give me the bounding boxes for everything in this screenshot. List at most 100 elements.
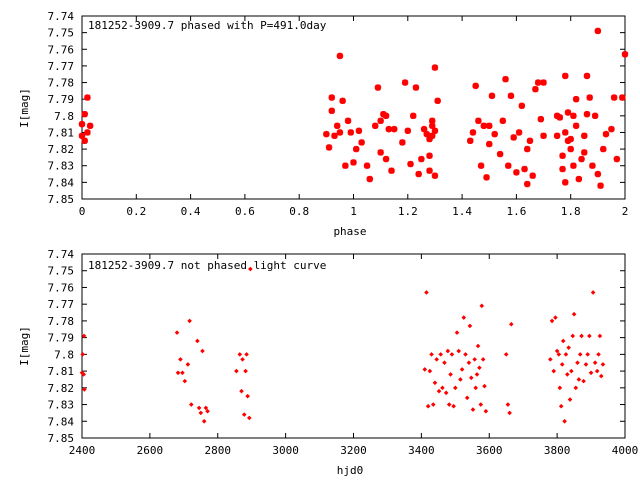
- phased-axis-ticks: 0 0.2 0.4 0.6 0.8 1 1.2 1.4 1.6 1.8 2 7.74 7.75 7.76 7…: [48, 10, 629, 218]
- y-tick-label: 7.78: [48, 315, 75, 328]
- x-tick-label: 1: [350, 205, 357, 218]
- x-tick-label: 0: [79, 205, 86, 218]
- data-point: [482, 383, 487, 389]
- data-point: [429, 132, 436, 139]
- data-point: [475, 343, 481, 349]
- data-point: [583, 72, 591, 80]
- y-tick-label: 7.82: [48, 382, 75, 395]
- data-point: [540, 79, 547, 86]
- data-point: [573, 385, 579, 391]
- data-point: [377, 149, 384, 156]
- data-point: [597, 182, 604, 189]
- data-point: [475, 117, 482, 125]
- data-point: [78, 120, 86, 128]
- data-point: [598, 373, 604, 379]
- data-point: [442, 360, 447, 366]
- data-point: [243, 368, 248, 374]
- data-point: [579, 333, 584, 339]
- data-point: [621, 51, 629, 58]
- data-point: [445, 348, 451, 354]
- data-point: [570, 333, 576, 339]
- data-point: [466, 360, 472, 366]
- data-point: [572, 95, 580, 103]
- data-point: [578, 155, 585, 163]
- data-point: [594, 170, 602, 178]
- data-point: [336, 129, 344, 136]
- data-point: [407, 160, 414, 168]
- data-point: [200, 348, 205, 354]
- data-point: [534, 79, 542, 86]
- data-point: [619, 94, 626, 101]
- data-point: [581, 378, 586, 384]
- data-point: [590, 290, 596, 295]
- data-point: [505, 162, 512, 169]
- data-point: [570, 112, 577, 120]
- y-tick-label: 7.83: [48, 160, 75, 173]
- data-point: [182, 378, 188, 384]
- data-point: [185, 362, 191, 367]
- data-point: [82, 387, 87, 392]
- data-point: [567, 135, 574, 143]
- data-point: [556, 352, 562, 357]
- x-tick-label: 3800: [544, 444, 571, 457]
- unphased-plot-title: 181252-3909.7 not phased light curve: [88, 259, 326, 272]
- unphased-data-points: [79, 266, 606, 424]
- data-point: [587, 333, 592, 339]
- data-point: [388, 167, 395, 174]
- data-point: [464, 395, 470, 401]
- data-point: [328, 107, 335, 115]
- data-point: [560, 338, 566, 344]
- x-tick-label: 3400: [408, 444, 435, 457]
- data-point: [548, 357, 553, 362]
- data-point: [562, 129, 569, 136]
- data-point: [436, 388, 442, 394]
- unphased-y-axis-label: I[mag]: [18, 326, 31, 366]
- data-point: [382, 112, 390, 120]
- data-point: [336, 52, 344, 60]
- data-point: [483, 408, 489, 414]
- data-point: [239, 388, 244, 394]
- data-point: [468, 375, 474, 381]
- data-point: [575, 360, 580, 366]
- data-point: [325, 144, 333, 151]
- data-point: [434, 97, 441, 105]
- data-point: [331, 132, 338, 139]
- data-point: [431, 172, 439, 179]
- data-point: [480, 357, 486, 362]
- data-point: [486, 122, 493, 129]
- data-point: [563, 352, 569, 357]
- data-point: [443, 390, 449, 396]
- data-point: [174, 330, 180, 335]
- data-point: [430, 402, 436, 407]
- x-tick-label: 1.8: [561, 205, 581, 218]
- data-point: [458, 377, 463, 382]
- data-point: [180, 370, 185, 376]
- data-point: [559, 165, 566, 173]
- data-point: [589, 162, 596, 169]
- y-tick-label: 7.76: [48, 43, 75, 56]
- data-point: [247, 415, 252, 421]
- data-point: [434, 357, 439, 362]
- x-tick-label: 3600: [476, 444, 503, 457]
- data-point: [524, 180, 531, 188]
- x-tick-label: 2400: [69, 444, 96, 457]
- x-tick-label: 2: [622, 205, 629, 218]
- y-tick-label: 7.78: [48, 77, 75, 90]
- data-point: [80, 352, 85, 357]
- data-point: [507, 410, 512, 416]
- data-point: [515, 129, 523, 136]
- data-point: [344, 117, 352, 125]
- data-point: [431, 127, 439, 134]
- data-point: [412, 84, 420, 91]
- data-point: [553, 132, 561, 139]
- y-tick-label: 7.77: [48, 298, 75, 311]
- data-point: [549, 318, 555, 324]
- data-point: [467, 323, 473, 329]
- data-point: [479, 303, 485, 309]
- data-point: [483, 174, 490, 181]
- data-point: [558, 403, 564, 409]
- data-point: [570, 162, 577, 169]
- data-point: [583, 362, 589, 367]
- data-point: [440, 385, 445, 391]
